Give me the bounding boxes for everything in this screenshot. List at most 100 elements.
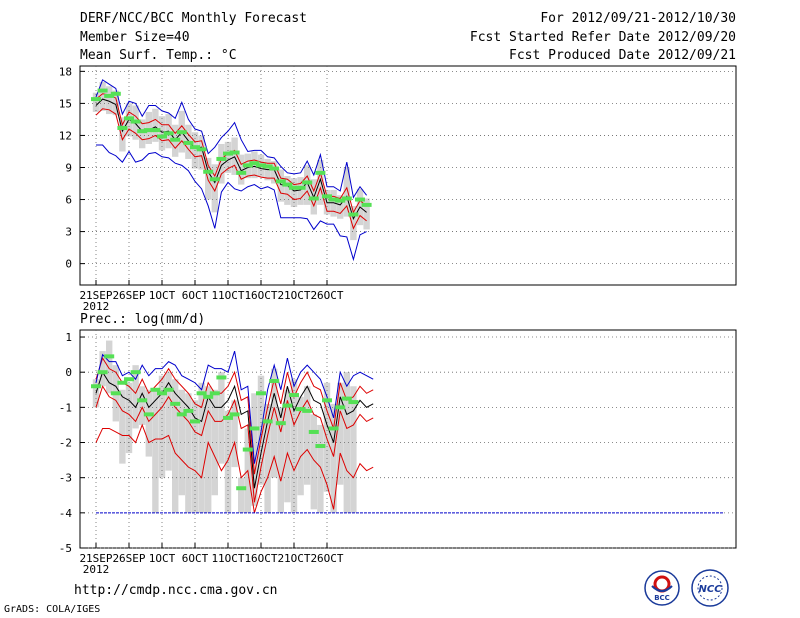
- x-tick-label: 1OCT: [149, 552, 176, 565]
- series-lower-line: [95, 423, 374, 513]
- spread-box: [125, 382, 133, 454]
- spread-box: [119, 117, 126, 152]
- source-url[interactable]: http://cmdp.ncc.cma.gov.cn: [74, 583, 278, 598]
- observed-marker: [341, 396, 352, 401]
- spread-box: [211, 389, 218, 496]
- observed-marker: [242, 163, 253, 168]
- observed-marker: [104, 93, 115, 98]
- y-tick-label: 18: [59, 65, 72, 78]
- spread-box: [238, 477, 245, 513]
- observed-marker: [110, 91, 121, 96]
- observed-marker: [143, 412, 154, 417]
- observed-marker: [223, 415, 233, 420]
- spread-box: [198, 135, 205, 170]
- plot-frame: [79, 65, 737, 286]
- spread-box: [310, 414, 317, 510]
- spread-box: [165, 372, 172, 471]
- x-tick-label: 26OCT: [310, 552, 343, 565]
- observed-marker: [183, 140, 194, 145]
- observed-marker: [335, 405, 346, 410]
- spread-box: [350, 205, 357, 241]
- y-tick-label: -3: [59, 472, 72, 485]
- observed-marker: [163, 131, 174, 136]
- observed-marker: [203, 394, 214, 399]
- spread-box: [251, 393, 258, 506]
- spread-box: [106, 340, 113, 394]
- observed-marker: [91, 97, 101, 102]
- spread-box: [350, 386, 357, 513]
- observed-marker: [315, 444, 326, 449]
- y-tick-label: -2: [59, 437, 72, 450]
- chart-title: DERF/NCC/BCC Monthly Forecast: [80, 11, 307, 26]
- observed-marker: [256, 391, 266, 396]
- observed-marker: [275, 421, 286, 426]
- observed-marker: [256, 163, 266, 168]
- observed-marker: [328, 426, 339, 431]
- x-tick-label: 26SEP: [112, 289, 145, 302]
- observed-marker: [130, 370, 141, 375]
- spread-box: [139, 386, 146, 425]
- y-tick-label: 15: [59, 97, 72, 110]
- series-lower-band: [95, 108, 367, 230]
- observed-marker: [229, 412, 240, 417]
- observed-marker: [223, 151, 233, 156]
- observed-marker: [196, 147, 207, 152]
- spread-box: [198, 382, 205, 513]
- spread-box: [172, 379, 179, 513]
- y-tick-label: 1: [65, 331, 72, 344]
- observed-marker: [361, 202, 372, 207]
- observed-marker: [236, 486, 247, 491]
- spread-box: [178, 389, 185, 496]
- spread-box: [363, 198, 370, 230]
- spread-box: [284, 176, 291, 205]
- x-tick-label: 11OCT: [211, 289, 244, 302]
- forecast-started-date: Fcst Started Refer Date 2012/09/20: [469, 30, 736, 45]
- observed-marker: [282, 182, 293, 187]
- y-tick-label: -4: [59, 507, 73, 520]
- observed-marker: [196, 391, 207, 396]
- spread-box: [99, 351, 106, 387]
- x-tick-label: 21SEP: [79, 289, 112, 302]
- observed-marker: [150, 387, 161, 392]
- spread-box: [224, 141, 232, 173]
- spread-box: [297, 396, 304, 496]
- observed-marker: [157, 391, 167, 396]
- observed-marker: [163, 387, 174, 392]
- spread-box: [317, 424, 324, 513]
- series-ensemble-mean: [95, 371, 374, 489]
- spread-box: [211, 164, 218, 213]
- x-tick-label: 21OCT: [277, 552, 310, 565]
- observed-marker: [249, 161, 260, 166]
- observed-marker: [209, 391, 220, 396]
- observed-marker: [117, 380, 128, 385]
- spread-box: [152, 108, 159, 142]
- observed-marker: [275, 179, 286, 184]
- observed-marker: [295, 185, 306, 190]
- x-tick-label: 21OCT: [277, 289, 310, 302]
- observed-marker: [315, 170, 326, 175]
- spread-box: [112, 90, 119, 116]
- observed-marker: [236, 170, 247, 175]
- x-tick-label: 6OCT: [182, 552, 209, 565]
- observed-marker: [322, 194, 332, 199]
- observed-marker: [341, 196, 352, 201]
- spread-box: [224, 410, 232, 513]
- spread-box: [139, 119, 146, 149]
- observed-marker: [262, 164, 273, 169]
- observed-marker: [229, 150, 240, 155]
- series-max-envelope: [95, 79, 367, 199]
- observed-marker: [117, 125, 128, 130]
- spread-box: [106, 86, 113, 115]
- y-tick-label: 12: [59, 129, 72, 142]
- spread-box: [304, 165, 311, 205]
- x-tick-label: 1OCT: [149, 289, 176, 302]
- observed-marker: [302, 180, 313, 185]
- observed-marker: [97, 370, 108, 375]
- forecast-period: For 2012/09/21-2012/10/30: [540, 11, 736, 26]
- spread-box: [264, 403, 271, 513]
- series-min-envelope: [96, 144, 367, 262]
- spread-box: [132, 365, 139, 429]
- observed-marker: [183, 408, 194, 413]
- spread-box: [343, 167, 350, 217]
